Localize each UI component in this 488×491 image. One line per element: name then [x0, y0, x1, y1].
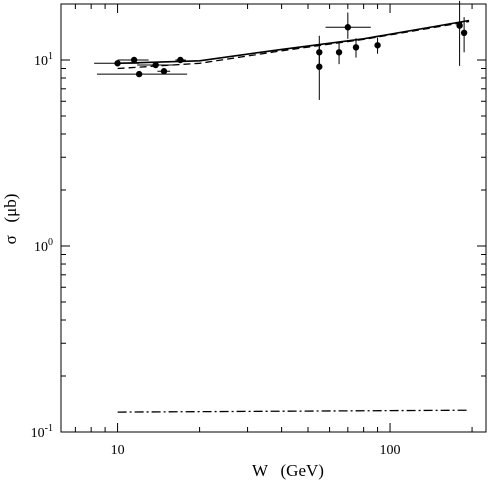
data-point [94, 60, 140, 67]
y-tick-exponent: 0 [48, 237, 53, 248]
data-point [460, 17, 468, 53]
model-curves [117, 19, 470, 413]
point-marker [316, 63, 323, 70]
y-axis-label: σ (μb) [1, 194, 20, 245]
x-axis-label: W (GeV) [252, 461, 324, 480]
x-tick-label: 100 [380, 443, 401, 458]
data-points [94, 0, 468, 100]
point-marker [114, 60, 121, 67]
y-tick-exponent: -1 [45, 423, 53, 434]
point-marker [152, 61, 159, 69]
x-tick-labels: 10 100 [111, 443, 401, 458]
y-tick-base: 10 [34, 54, 48, 69]
y-tick-exponent: 1 [48, 51, 53, 62]
point-marker [335, 49, 343, 56]
point-marker [177, 56, 184, 64]
y-tick-base: 10 [31, 426, 45, 441]
curve-dashdot [117, 409, 470, 413]
data-point [96, 70, 188, 78]
point-marker [130, 56, 138, 64]
point-marker [344, 24, 352, 31]
data-point [352, 38, 360, 58]
data-point [456, 0, 463, 66]
data-point [325, 12, 371, 39]
curve-solid [117, 19, 470, 65]
data-point [157, 68, 171, 75]
data-point [175, 56, 186, 64]
point-marker [456, 22, 463, 29]
point-marker [374, 42, 381, 49]
y-tick-label: 10-1 [31, 423, 53, 441]
y-tick-label: 100 [34, 237, 53, 255]
point-marker [160, 68, 168, 75]
curve-dashed [117, 20, 470, 70]
y-tick-label: 101 [34, 51, 53, 69]
data-point [335, 41, 343, 65]
data-point [316, 46, 323, 100]
data-point [117, 56, 149, 64]
point-marker [352, 44, 360, 51]
point-marker [135, 70, 143, 78]
data-point [137, 61, 176, 69]
plot-frame [60, 3, 487, 433]
point-marker [460, 29, 468, 37]
data-point [374, 37, 381, 54]
y-tick-base: 10 [34, 240, 48, 255]
axis-ticks [61, 4, 486, 433]
x-tick-label: 10 [111, 443, 125, 458]
